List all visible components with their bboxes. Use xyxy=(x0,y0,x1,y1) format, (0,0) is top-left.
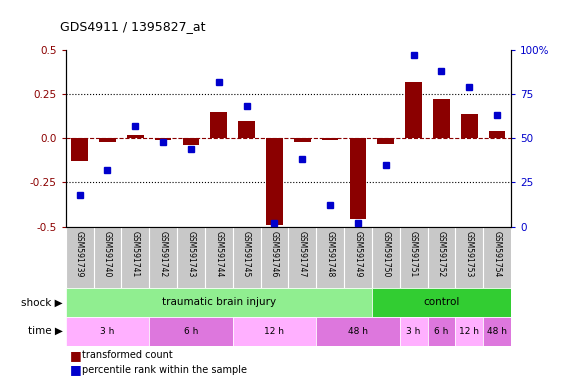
Text: shock ▶: shock ▶ xyxy=(21,297,63,308)
Bar xyxy=(405,82,422,138)
Text: GSM591748: GSM591748 xyxy=(325,232,335,278)
Text: GSM591747: GSM591747 xyxy=(297,232,307,278)
Bar xyxy=(400,317,428,346)
Bar xyxy=(127,135,144,138)
Text: 3 h: 3 h xyxy=(100,327,115,336)
Text: GSM591739: GSM591739 xyxy=(75,232,84,278)
Bar xyxy=(183,138,199,145)
Bar xyxy=(377,138,394,144)
Text: 12 h: 12 h xyxy=(459,327,479,336)
Text: transformed count: transformed count xyxy=(82,350,172,360)
Text: GSM591746: GSM591746 xyxy=(270,232,279,278)
Text: 48 h: 48 h xyxy=(348,327,368,336)
Text: 48 h: 48 h xyxy=(487,327,507,336)
Text: GSM591753: GSM591753 xyxy=(465,232,474,278)
Bar xyxy=(233,317,316,346)
Text: 12 h: 12 h xyxy=(264,327,284,336)
Bar xyxy=(71,138,88,161)
Text: 3 h: 3 h xyxy=(407,327,421,336)
Bar xyxy=(66,288,372,317)
Text: GSM591754: GSM591754 xyxy=(493,232,502,278)
Text: percentile rank within the sample: percentile rank within the sample xyxy=(82,365,247,375)
Text: GSM591741: GSM591741 xyxy=(131,232,140,278)
Bar xyxy=(322,138,339,140)
Text: ■: ■ xyxy=(70,363,82,376)
Text: GSM591749: GSM591749 xyxy=(353,232,363,278)
Text: time ▶: time ▶ xyxy=(28,326,63,336)
Text: GDS4911 / 1395827_at: GDS4911 / 1395827_at xyxy=(60,20,206,33)
Bar xyxy=(149,317,233,346)
Bar xyxy=(489,131,505,138)
Bar xyxy=(428,317,456,346)
Text: GSM591752: GSM591752 xyxy=(437,232,446,278)
Text: control: control xyxy=(423,297,460,308)
Bar xyxy=(456,317,483,346)
Text: traumatic brain injury: traumatic brain injury xyxy=(162,297,276,308)
Bar xyxy=(266,138,283,225)
Text: GSM591750: GSM591750 xyxy=(381,232,391,278)
Text: GSM591742: GSM591742 xyxy=(159,232,168,278)
Bar xyxy=(294,138,311,142)
Bar xyxy=(372,288,511,317)
Bar xyxy=(66,317,149,346)
Text: GSM591740: GSM591740 xyxy=(103,232,112,278)
Bar xyxy=(433,99,450,138)
Bar xyxy=(238,121,255,138)
Text: GSM591744: GSM591744 xyxy=(214,232,223,278)
Bar xyxy=(483,317,511,346)
Bar xyxy=(316,317,400,346)
Text: ■: ■ xyxy=(70,349,82,362)
Text: GSM591743: GSM591743 xyxy=(186,232,195,278)
Bar xyxy=(461,114,477,138)
Text: GSM591745: GSM591745 xyxy=(242,232,251,278)
Text: 6 h: 6 h xyxy=(184,327,198,336)
Bar xyxy=(349,138,367,220)
Text: GSM591751: GSM591751 xyxy=(409,232,418,278)
Bar xyxy=(155,138,171,140)
Text: 6 h: 6 h xyxy=(435,327,449,336)
Bar xyxy=(210,112,227,138)
Bar xyxy=(99,138,116,142)
